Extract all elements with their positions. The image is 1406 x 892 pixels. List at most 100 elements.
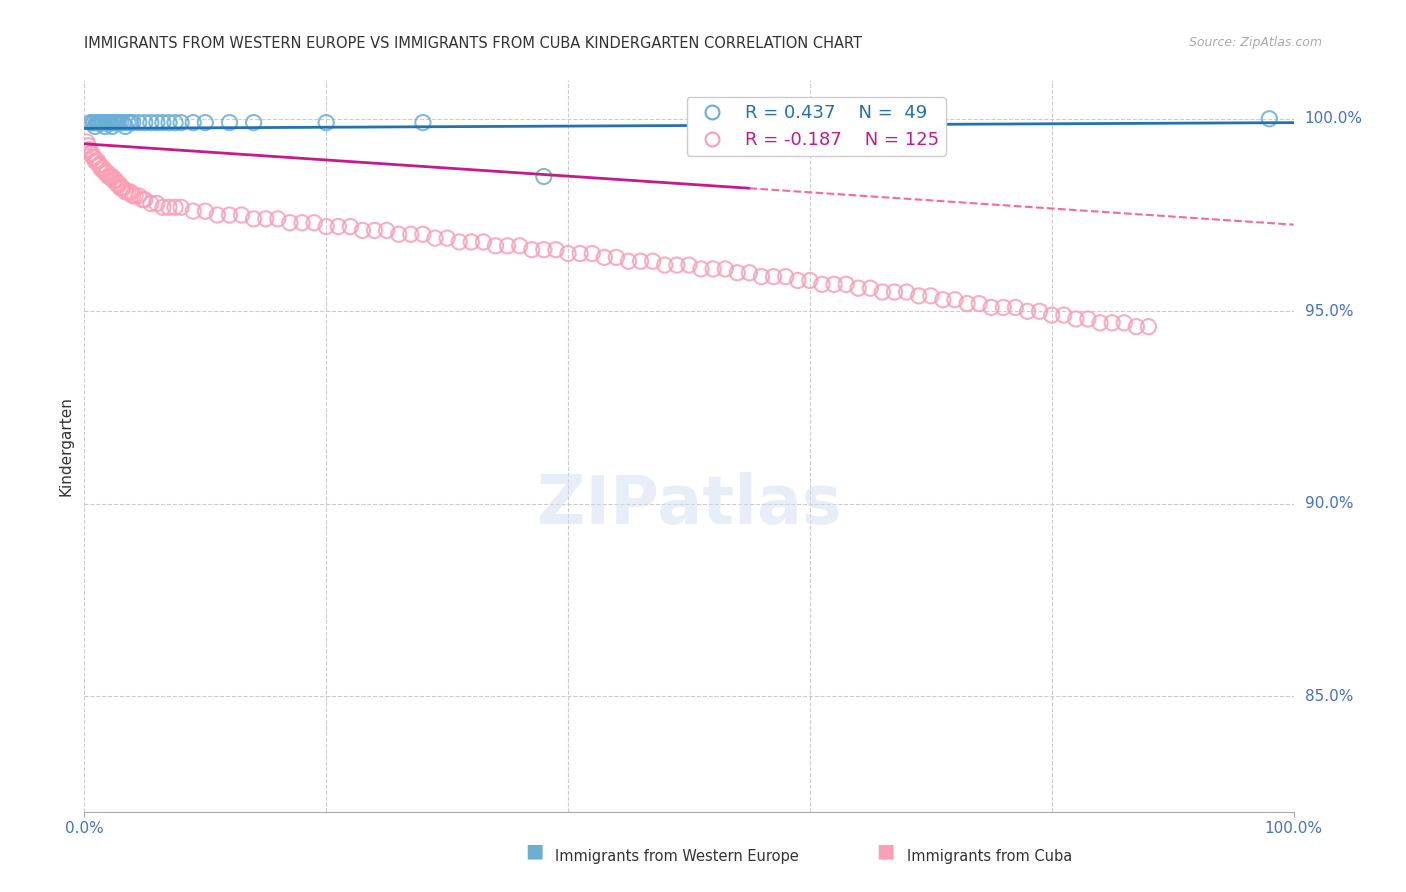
Point (86, 154, 108, 169)
Point (436, 231, 458, 245)
Point (93, 161, 115, 176)
Point (103, 115, 125, 129)
Point (399, 227, 422, 242)
Point (93, 115, 115, 129)
Point (114, 185, 136, 199)
Point (920, 289, 942, 303)
Point (94, 115, 117, 129)
Point (218, 115, 240, 129)
Point (231, 208, 253, 222)
Point (146, 196, 169, 211)
Point (128, 115, 150, 129)
Point (181, 115, 204, 129)
Point (87, 115, 110, 129)
Point (101, 120, 124, 134)
Point (111, 181, 134, 195)
Point (690, 261, 713, 276)
Point (98, 115, 121, 129)
Point (278, 216, 301, 230)
Point (107, 115, 129, 129)
Point (121, 115, 143, 129)
Point (120, 115, 142, 129)
Point (120, 185, 142, 199)
Point (181, 204, 204, 219)
Point (775, 269, 797, 284)
Point (509, 239, 531, 253)
Point (449, 235, 471, 249)
Point (124, 188, 146, 202)
Point (89, 115, 111, 129)
Point (86, 115, 108, 129)
Point (1137, 319, 1160, 334)
Point (725, 266, 748, 280)
Point (77, 138, 100, 153)
Text: ■: ■ (524, 841, 544, 860)
Point (77, 143, 100, 157)
Point (617, 254, 640, 268)
Point (76, 135, 98, 149)
Point (472, 235, 495, 249)
Point (83, 115, 105, 129)
Point (96, 166, 118, 180)
Point (557, 246, 579, 260)
Text: ZIPatlas: ZIPatlas (537, 472, 841, 538)
Point (1077, 312, 1099, 326)
Text: 90.0%: 90.0% (1305, 496, 1353, 511)
Point (956, 296, 979, 310)
Point (363, 223, 385, 237)
Point (157, 115, 180, 129)
Point (134, 193, 156, 207)
Point (90, 115, 112, 129)
Point (943, 293, 966, 307)
Point (104, 115, 127, 129)
Point (89, 158, 111, 172)
Point (569, 246, 592, 260)
Point (139, 115, 162, 129)
Point (80, 146, 103, 161)
Point (91, 161, 114, 176)
Point (762, 269, 785, 284)
Point (907, 289, 929, 303)
Point (79, 146, 101, 161)
Point (98, 169, 121, 184)
Point (94, 166, 117, 180)
Point (79, 115, 101, 129)
Point (811, 277, 834, 292)
Point (786, 273, 808, 287)
Text: 95.0%: 95.0% (1305, 304, 1353, 318)
Point (1125, 319, 1147, 334)
Point (702, 115, 724, 129)
Point (131, 193, 153, 207)
Text: Immigrants from Cuba: Immigrants from Cuba (907, 849, 1073, 863)
Point (412, 115, 434, 129)
Point (105, 115, 128, 129)
Point (1004, 301, 1026, 315)
Point (702, 261, 724, 276)
Point (86, 115, 108, 129)
Text: Immigrants from Western Europe: Immigrants from Western Europe (555, 849, 799, 863)
Point (1064, 312, 1087, 326)
Point (170, 115, 193, 129)
Point (605, 251, 627, 265)
Point (533, 169, 555, 184)
Point (1258, 112, 1281, 126)
Point (121, 188, 143, 202)
Point (835, 277, 858, 292)
Point (82, 115, 104, 129)
Point (630, 254, 652, 268)
Point (117, 185, 139, 199)
Point (152, 115, 174, 129)
Point (1017, 304, 1039, 318)
Point (108, 178, 131, 192)
Point (714, 261, 737, 276)
Point (146, 115, 169, 129)
Point (91, 115, 114, 129)
Point (738, 266, 761, 280)
Point (654, 258, 676, 272)
Point (94, 166, 117, 180)
Point (1053, 308, 1076, 322)
Point (163, 115, 186, 129)
Text: Source: ZipAtlas.com: Source: ZipAtlas.com (1188, 36, 1322, 49)
Point (110, 115, 132, 129)
Point (104, 115, 127, 129)
